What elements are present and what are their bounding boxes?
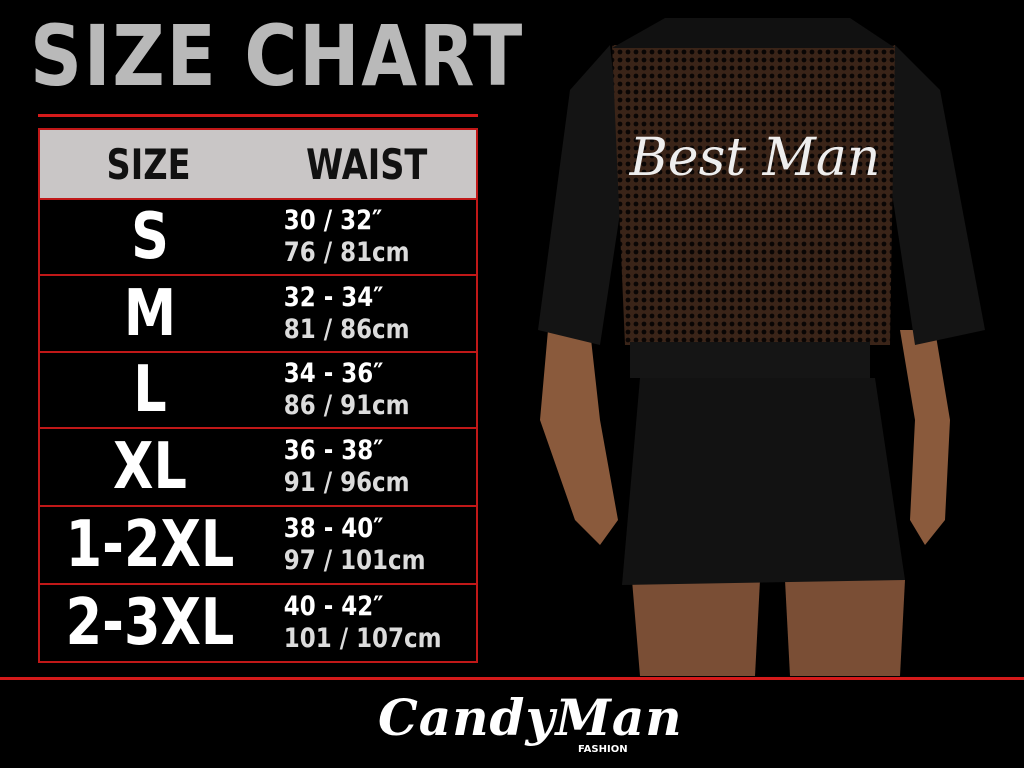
belt bbox=[630, 342, 870, 378]
waist-inches: 32 - 34″ bbox=[283, 281, 384, 313]
size-label: S bbox=[131, 200, 169, 274]
size-label: M bbox=[123, 276, 177, 351]
table-row: S 30 / 32″ 76 / 81cm bbox=[40, 200, 476, 276]
table-row: L 34 - 36″ 86 / 91cm bbox=[40, 353, 476, 429]
waist-inches: 36 - 38″ bbox=[283, 435, 384, 466]
table-header: SIZE WAIST bbox=[40, 130, 476, 200]
header-waist: WAIST bbox=[306, 139, 428, 189]
product-photo: Best Man bbox=[538, 18, 985, 676]
waist-cm: 97 / 101cm bbox=[283, 545, 426, 576]
table-row: XL 36 - 38″ 91 / 96cm bbox=[40, 429, 476, 507]
size-table: SIZE WAIST S 30 / 32″ 76 / 81cm M 32 - 34… bbox=[38, 128, 478, 663]
waist-inches: 30 / 32″ bbox=[283, 205, 383, 236]
table-row: M 32 - 34″ 81 / 86cm bbox=[40, 276, 476, 353]
waist-cm: 91 / 96cm bbox=[283, 467, 410, 498]
waist-cm: 86 / 91cm bbox=[283, 390, 410, 421]
waist-cm: 101 / 107cm bbox=[283, 623, 442, 654]
size-label: 2-3XL bbox=[65, 586, 235, 660]
robe-bottom bbox=[622, 378, 905, 585]
right-arm bbox=[900, 330, 950, 545]
header-size: SIZE bbox=[106, 139, 192, 189]
collar bbox=[612, 18, 895, 48]
page-title: SIZE CHART bbox=[30, 7, 525, 105]
mesh-back-panel bbox=[612, 45, 895, 345]
waist-cm: 76 / 81cm bbox=[283, 237, 410, 268]
garment-print-text: Best Man bbox=[629, 128, 881, 188]
size-label: 1-2XL bbox=[65, 508, 235, 582]
waist-inches: 38 - 40″ bbox=[283, 513, 384, 544]
waist-inches: 40 - 42″ bbox=[283, 591, 384, 622]
waist-inches: 34 - 36″ bbox=[283, 358, 384, 389]
table-row: 2-3XL 40 - 42″ 101 / 107cm bbox=[40, 585, 476, 661]
left-arm bbox=[540, 330, 618, 545]
brand-logo: CandyMan bbox=[378, 688, 683, 747]
size-label: XL bbox=[113, 430, 187, 504]
brand-subtitle: FASHION bbox=[578, 744, 628, 755]
left-sleeve bbox=[538, 45, 625, 345]
title-divider bbox=[38, 114, 478, 117]
footer-divider bbox=[0, 677, 1024, 680]
right-leg bbox=[785, 580, 905, 676]
right-sleeve bbox=[890, 45, 985, 345]
waist-cm: 81 / 86cm bbox=[283, 313, 410, 345]
table-row: 1-2XL 38 - 40″ 97 / 101cm bbox=[40, 507, 476, 585]
size-label: L bbox=[133, 353, 167, 427]
left-leg bbox=[632, 580, 760, 676]
